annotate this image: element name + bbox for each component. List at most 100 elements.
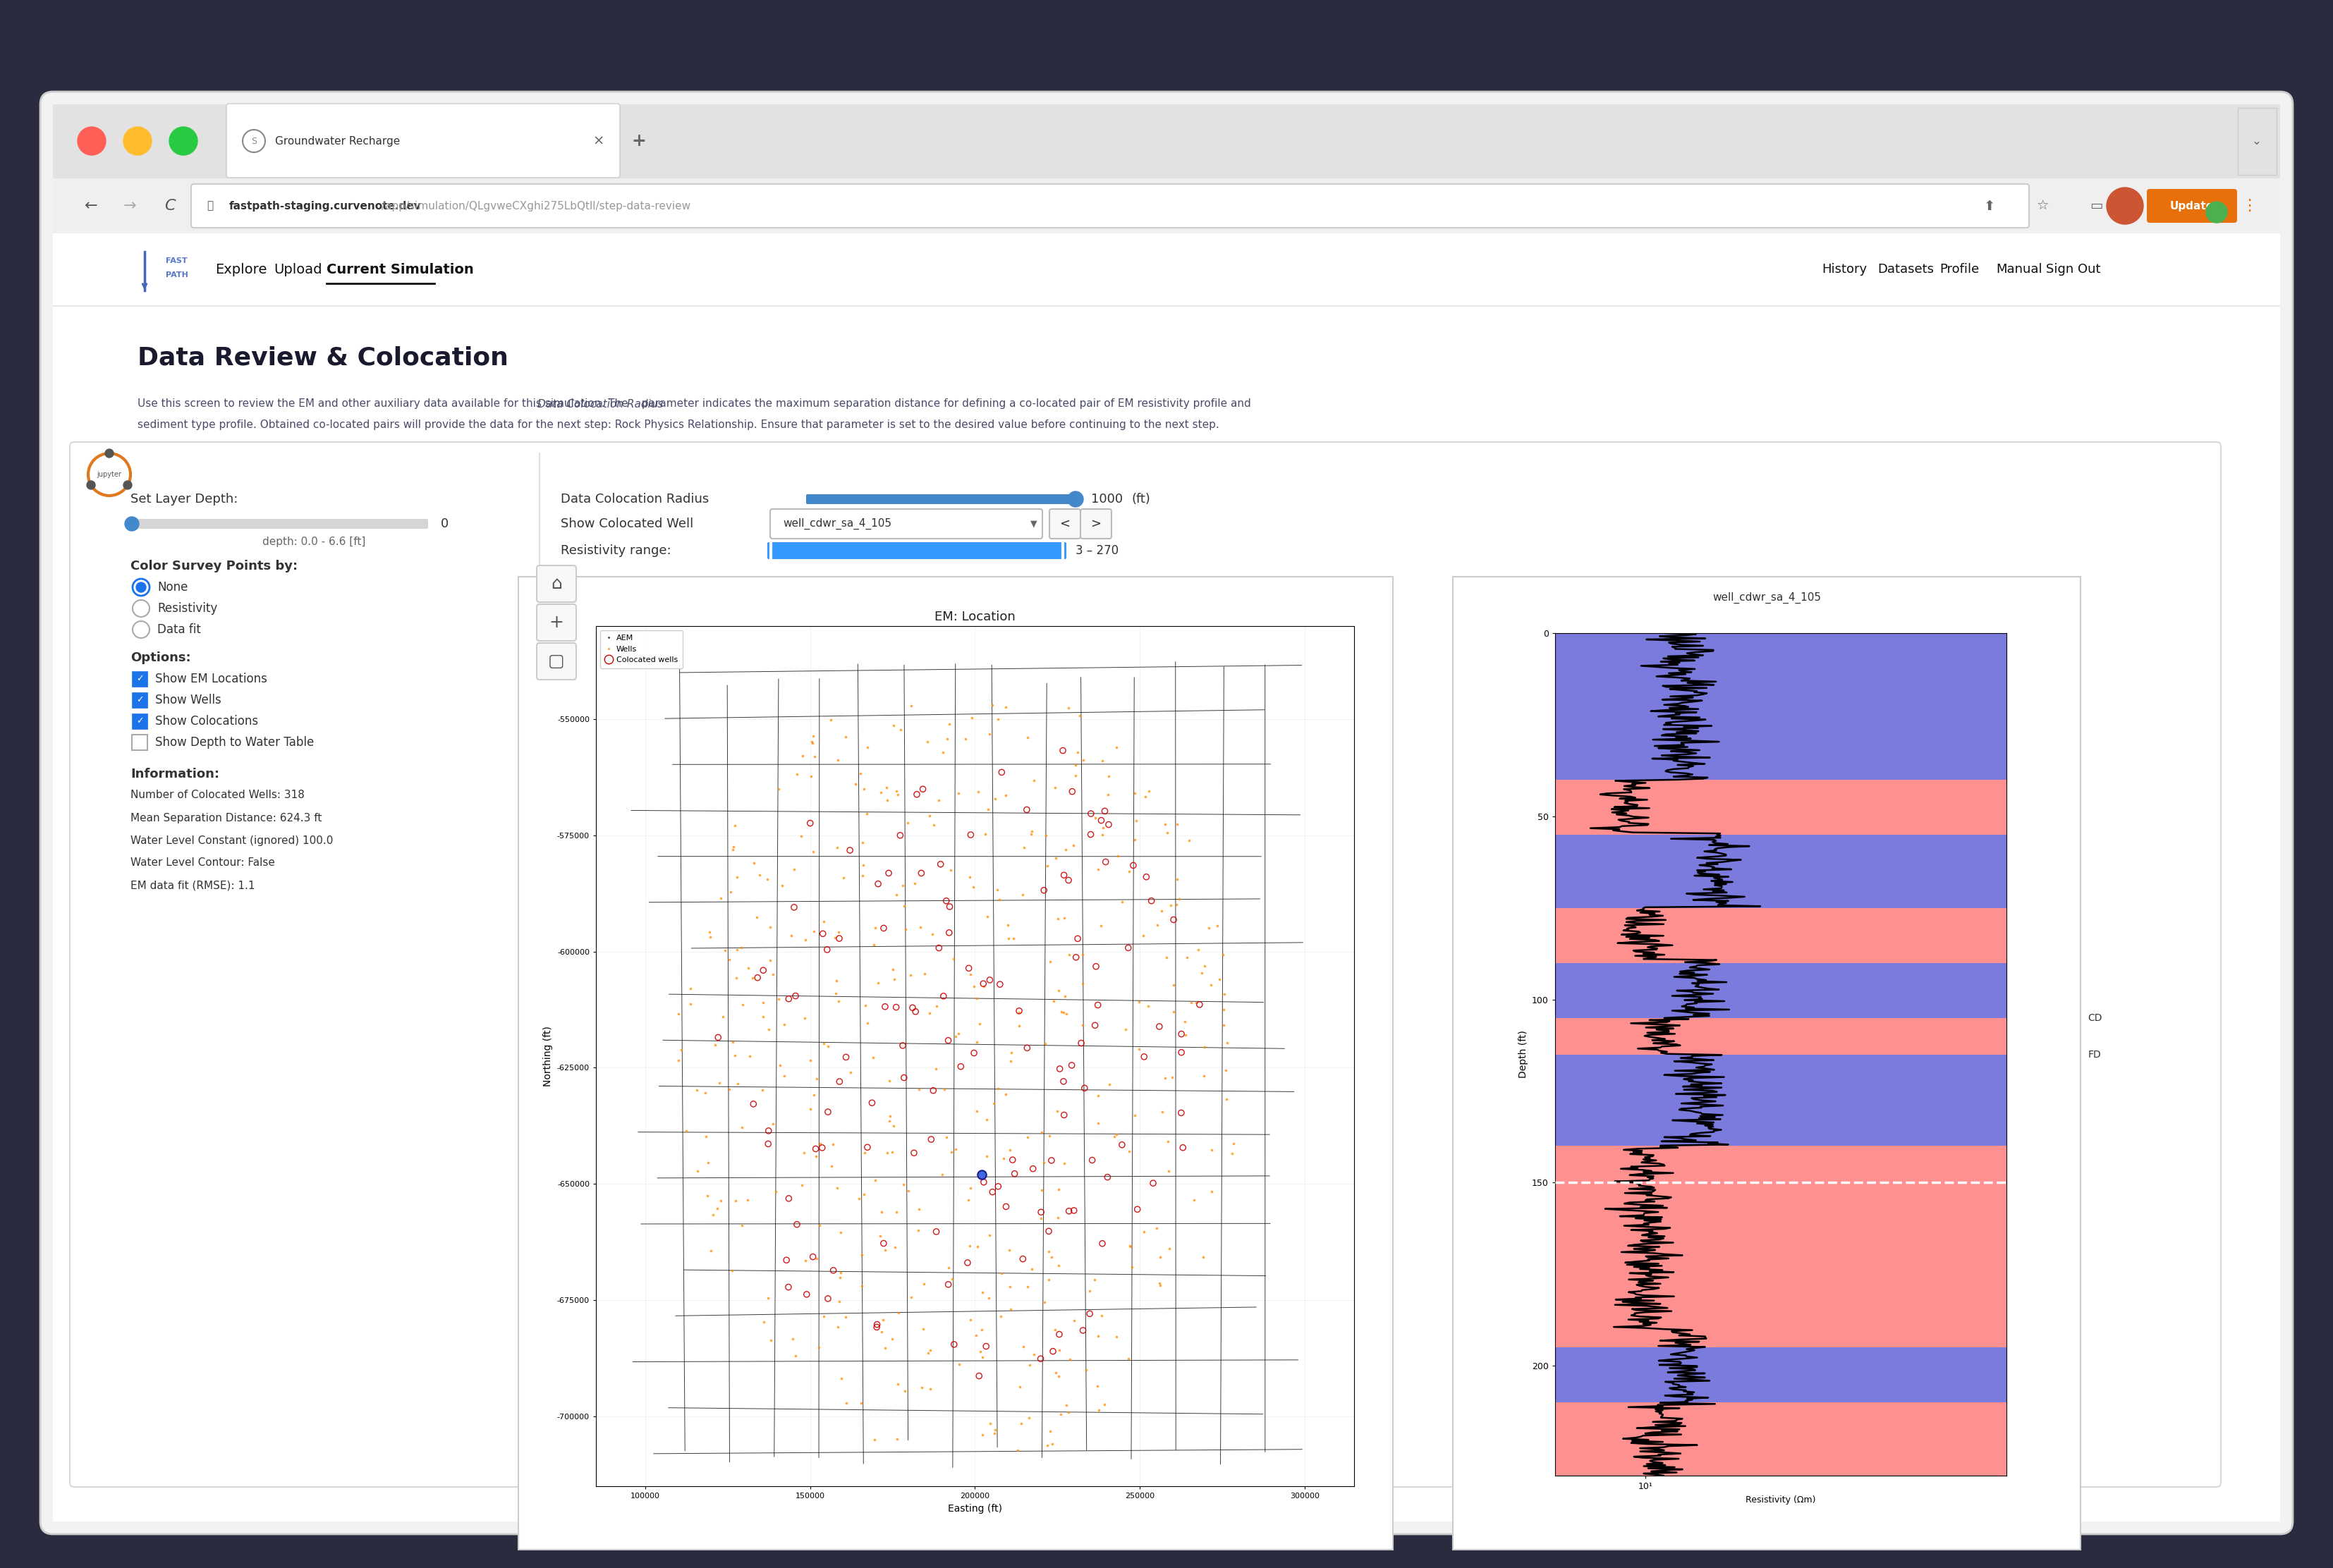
Point [800,1334,838,1359]
Point [784,743,821,768]
Point [880,1427,917,1452]
Text: 3 – 270: 3 – 270 [1076,544,1118,557]
Point [1013,1258,1050,1283]
Point [847,993,884,1018]
Point [968,905,1006,930]
Point [1024,1151,1062,1176]
Point [828,1391,866,1416]
Point [1001,1375,1038,1400]
Point [702,1189,740,1214]
Point [817,925,854,950]
Point [793,731,831,756]
Text: ▼: ▼ [1031,519,1038,528]
Point [1052,1052,1090,1077]
Point [873,1327,910,1352]
Point [798,1245,835,1270]
Point [828,724,866,750]
Text: PATH: PATH [166,271,189,279]
Point [805,1030,842,1055]
Text: Water Level Constant (ignored) 100.0: Water Level Constant (ignored) 100.0 [131,836,334,845]
Point [1038,1099,1076,1124]
Point [1143,898,1180,924]
Point [1043,999,1080,1024]
FancyBboxPatch shape [768,543,1066,560]
Point [1031,1239,1069,1264]
Point [1050,1400,1087,1425]
FancyBboxPatch shape [133,693,147,707]
Point [992,1049,1029,1074]
Point [688,1184,726,1209]
Point [889,1178,926,1203]
Point [1001,1013,1038,1038]
Point [800,1212,838,1237]
Text: 0: 0 [441,517,448,530]
Text: S: S [252,136,257,146]
Point [798,1066,835,1091]
Point [961,1364,999,1389]
Point [887,1378,924,1403]
Point [933,1267,971,1292]
Point [749,1286,786,1311]
Point [985,1146,1022,1171]
Point [810,1286,847,1311]
Point [1034,1339,1071,1364]
Point [786,1248,824,1273]
Point [1055,833,1092,858]
Point [660,1002,698,1027]
Point [931,712,968,737]
Point [980,878,1017,903]
Point [672,977,709,1002]
Point [952,961,989,986]
Bar [54,105,2279,179]
Point [1064,1317,1101,1342]
Point [1027,823,1064,848]
Point [1036,988,1073,1013]
Point [744,958,782,983]
Point [1001,999,1038,1024]
Point [1041,1057,1078,1082]
Point [966,974,1003,999]
Text: →: → [124,199,138,213]
Point [742,862,779,887]
Point [744,1309,782,1334]
Point [978,786,1015,811]
Point [1024,878,1062,903]
Point [982,1261,1020,1286]
Point [754,1328,791,1353]
Text: Color Survey Points by:: Color Survey Points by: [131,560,299,572]
Point [917,1057,954,1082]
Legend: AEM, Wells, Colocated wells: AEM, Wells, Colocated wells [600,630,684,668]
Point [1120,1196,1157,1221]
Point [910,1341,947,1366]
Point [723,935,761,960]
Point [786,1005,824,1030]
Point [1045,1102,1083,1127]
Point [1013,818,1050,844]
Point [1208,1030,1246,1055]
Text: jupyter: jupyter [98,470,121,478]
Point [765,1063,803,1088]
Point [695,1203,733,1228]
Point [936,947,973,972]
Point [964,1317,1001,1342]
Point [870,1104,908,1129]
Text: ▭: ▭ [2090,199,2102,213]
Point [1173,989,1211,1014]
Point [1050,942,1087,967]
Point [1045,985,1083,1010]
Point [1083,822,1120,847]
Point [761,1052,798,1077]
Point [1087,850,1125,875]
Point [866,1308,903,1333]
Point [1213,1142,1250,1167]
Point [826,1305,863,1330]
Point [1127,864,1164,889]
Text: Data Review & Colocation: Data Review & Colocation [138,347,509,370]
Text: Use this screen to review the EM and other auxiliary data available for this sim: Use this screen to review the EM and oth… [138,398,632,409]
Point [1022,1206,1059,1231]
Point [987,1195,1024,1220]
FancyBboxPatch shape [70,442,2221,1486]
Point [905,961,943,986]
Point [1076,1267,1113,1292]
Point [861,781,898,806]
